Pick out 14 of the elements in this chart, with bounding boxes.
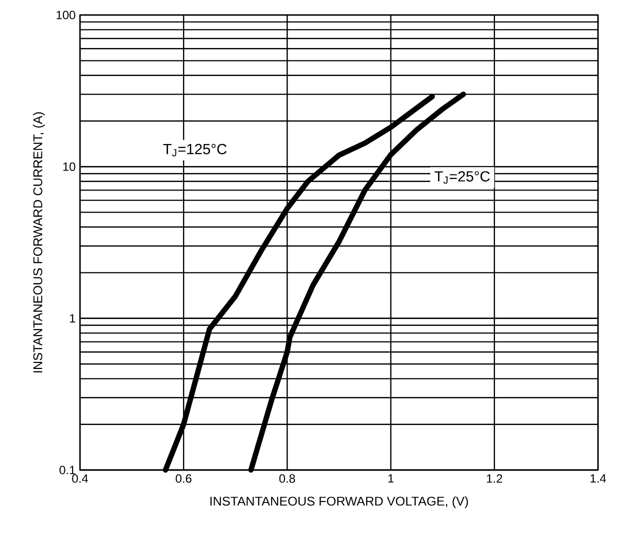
x-tick-label: 0.6 xyxy=(176,474,192,483)
x-tick-label: 0.4 xyxy=(72,474,88,483)
x-tick-label: 1.4 xyxy=(590,474,606,483)
annotation: T$_{J}$=25°C xyxy=(434,171,490,184)
y-tick-label: 10 xyxy=(63,162,76,171)
y-tick-label: 1 xyxy=(70,314,76,322)
annotation: T$_{J}$=125°C xyxy=(163,144,227,156)
x-axis-title: INSTANTANEOUS FORWARD VOLTAGE, (V) xyxy=(210,496,468,508)
y-axis-title: INSTANTANEOUS FORWARD CURRENT, (A) xyxy=(32,112,45,372)
x-tick-label: 1.2 xyxy=(486,474,502,483)
x-tick-label: 1 xyxy=(388,474,394,483)
y-tick-label: 0.1 xyxy=(60,466,76,474)
x-tick-label: 0.8 xyxy=(279,474,296,483)
y-tick-label: 100 xyxy=(56,10,76,20)
